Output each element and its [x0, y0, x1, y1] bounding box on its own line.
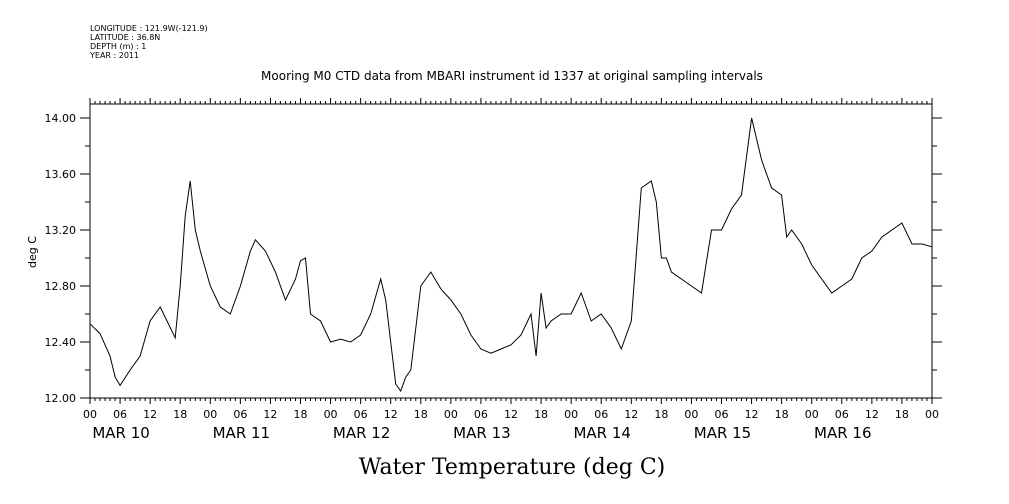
y-tick-label: 12.00: [45, 392, 77, 405]
y-axis-label: deg C: [26, 236, 39, 268]
x-tick-label: 06: [474, 408, 488, 421]
y-tick-label: 14.00: [45, 112, 77, 125]
x-tick-label: 12: [384, 408, 398, 421]
x-tick-label: 12: [745, 408, 759, 421]
x-day-label: MAR 16: [814, 424, 871, 442]
x-tick-label: 18: [895, 408, 909, 421]
chart-title: Mooring M0 CTD data from MBARI instrumen…: [261, 69, 763, 83]
x-tick-label: 06: [113, 408, 127, 421]
meta-depth: DEPTH (m) : 1: [90, 42, 146, 51]
x-tick-label: 18: [775, 408, 789, 421]
x-day-label: MAR 13: [453, 424, 510, 442]
x-tick-label: 06: [835, 408, 849, 421]
x-tick-label: 00: [203, 408, 217, 421]
x-tick-label: 12: [865, 408, 879, 421]
x-tick-label: 06: [715, 408, 729, 421]
x-tick-label: 00: [324, 408, 338, 421]
x-tick-label: 18: [173, 408, 187, 421]
x-tick-label: 00: [684, 408, 698, 421]
x-tick-label: 00: [83, 408, 97, 421]
x-tick-label: 12: [624, 408, 638, 421]
x-tick-label: 12: [263, 408, 277, 421]
temperature-line: [89, 117, 933, 393]
axes-group: 00 06 12 18 00 06 12 18 00 06 12 18 00 06 12 18 00 06 12 18…: [45, 98, 942, 442]
x-tick-label: 18: [414, 408, 428, 421]
plot-frame: [89, 103, 933, 399]
x-day-label: MAR 10: [92, 424, 149, 442]
x-tick-label: 18: [534, 408, 548, 421]
y-tick-label: 13.60: [45, 168, 77, 181]
x-day-label: MAR 15: [694, 424, 751, 442]
x-axis-label: Water Temperature (deg C): [359, 455, 666, 480]
x-tick-label: 06: [233, 408, 247, 421]
x-day-label: MAR 12: [333, 424, 390, 442]
meta-year: YEAR : 2011: [89, 51, 139, 60]
x-tick-label: 18: [654, 408, 668, 421]
x-day-label: MAR 14: [573, 424, 630, 442]
x-tick-label: 00: [925, 408, 939, 421]
x-tick-label: 00: [564, 408, 578, 421]
x-tick-label: 00: [805, 408, 819, 421]
x-tick-label: 06: [594, 408, 608, 421]
y-tick-label: 12.40: [45, 336, 77, 349]
x-tick-label: 00: [444, 408, 458, 421]
y-tick-label: 13.20: [45, 224, 77, 237]
x-tick-label: 18: [294, 408, 308, 421]
meta-latitude: LATITUDE : 36.8N: [90, 33, 160, 42]
x-day-label: MAR 11: [213, 424, 270, 442]
x-tick-label: 12: [143, 408, 157, 421]
x-tick-label: 12: [504, 408, 518, 421]
meta-block: LONGITUDE : 121.9W(-121.9) LATITUDE : 36…: [89, 24, 208, 60]
y-tick-label: 12.80: [45, 280, 77, 293]
x-tick-label: 06: [354, 408, 368, 421]
meta-longitude: LONGITUDE : 121.9W(-121.9): [90, 24, 208, 33]
